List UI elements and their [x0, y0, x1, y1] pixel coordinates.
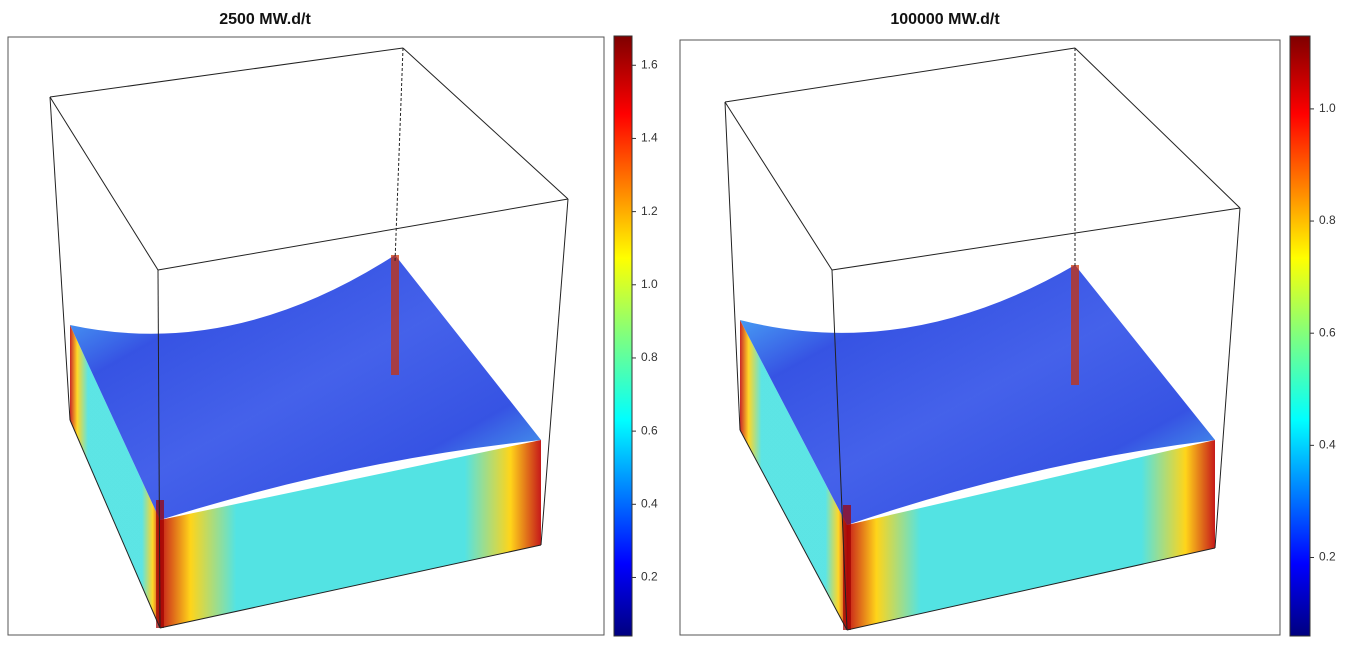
colorbar-tick-label: 0.6 [641, 423, 658, 437]
box-edge [831, 269, 848, 631]
box-edge [724, 47, 1076, 103]
colorbar-tick-label: 1.6 [641, 57, 658, 71]
box-edge [846, 547, 1216, 631]
colorbar-tick-label: 0.4 [641, 496, 658, 510]
surface-top [70, 255, 541, 520]
box-edge [1214, 207, 1241, 549]
colorbar-tick-label: 1.0 [1319, 101, 1336, 115]
colorbar-tick-label: 0.2 [641, 570, 658, 584]
box-edge [49, 96, 71, 421]
colorbar-tick-label: 1.0 [641, 277, 658, 291]
surface-left [740, 320, 847, 630]
box-edge [831, 207, 1241, 271]
box-edge [724, 101, 833, 271]
box-edge [49, 96, 159, 271]
chart-title: 100000 MW.d/t [890, 11, 1000, 28]
plot-frame [679, 39, 1281, 636]
box-edge [739, 429, 848, 631]
surface-front [847, 440, 1215, 630]
surface-top [740, 265, 1215, 525]
box-edge [49, 47, 404, 98]
box-edge [157, 269, 161, 629]
colorbar-tick-label: 0.2 [1319, 550, 1336, 564]
box-edge [69, 419, 161, 629]
colorbar-tick-label: 1.2 [641, 204, 658, 218]
chart-title: 2500 MW.d/t [219, 11, 311, 28]
colorbar-tick-label: 1.4 [641, 131, 658, 145]
box-edge-hidden [394, 47, 404, 263]
surface-left [70, 325, 160, 628]
box-edge [724, 101, 741, 431]
box-edge [159, 544, 542, 629]
box-edge [540, 198, 569, 546]
box-edge [1074, 47, 1241, 209]
colorbar-tick-label: 0.8 [1319, 213, 1336, 227]
colorbar [613, 35, 633, 637]
plot-frame [7, 36, 605, 636]
colorbar-tick-label: 0.8 [641, 350, 658, 364]
colorbar-tick-label: 0.6 [1319, 325, 1336, 339]
box-edge [157, 198, 569, 271]
surface-front [160, 440, 541, 628]
colorbar [1289, 35, 1311, 637]
colorbar-tick-label: 0.4 [1319, 438, 1336, 452]
box-edge [402, 47, 569, 200]
